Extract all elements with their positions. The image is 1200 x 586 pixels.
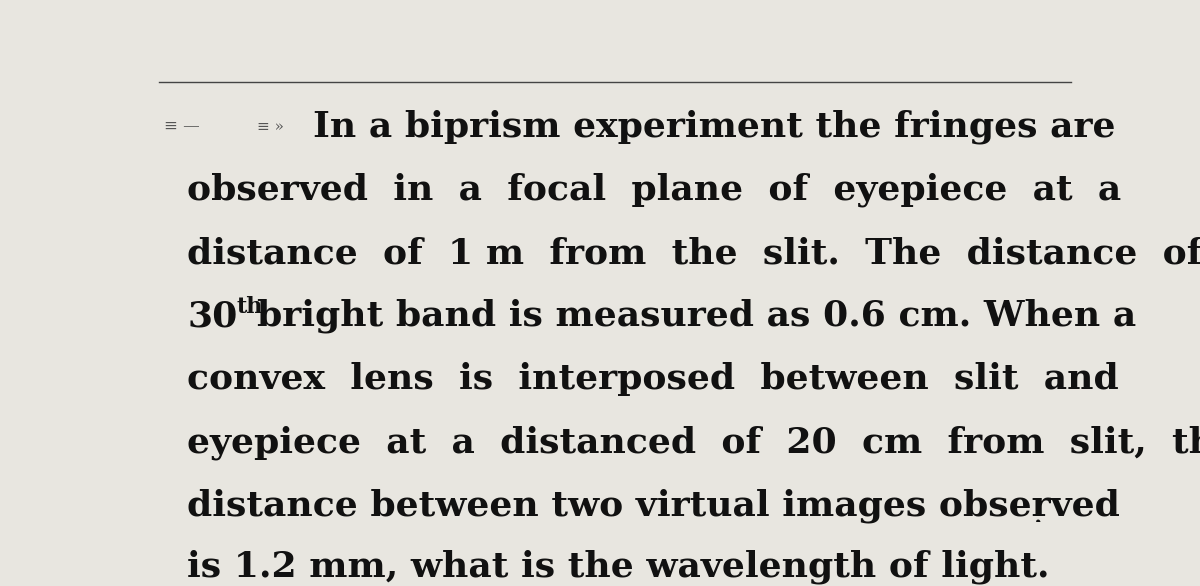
- Text: In a biprism experiment the fringes are: In a biprism experiment the fringes are: [313, 110, 1115, 144]
- Text: distance  of  1 m  from  the  slit.  The  distance  of: distance of 1 m from the slit. The dista…: [187, 236, 1200, 270]
- Text: 30: 30: [187, 299, 238, 333]
- Text: eyepiece  at  a  distanced  of  20  cm  from  slit,  the: eyepiece at a distanced of 20 cm from sl…: [187, 425, 1200, 460]
- Text: ≡ —: ≡ —: [164, 118, 199, 135]
- Text: ≡ »: ≡ »: [257, 120, 284, 134]
- Text: convex  lens  is  interposed  between  slit  and: convex lens is interposed between slit a…: [187, 362, 1118, 396]
- Text: distance between two virtual images observed: distance between two virtual images obse…: [187, 489, 1120, 523]
- Text: th: th: [236, 296, 263, 318]
- Text: is 1.2 mm, what is the wavelength of light.: is 1.2 mm, what is the wavelength of lig…: [187, 550, 1050, 584]
- Text: observed  in  a  focal  plane  of  eyepiece  at  a: observed in a focal plane of eyepiece at…: [187, 173, 1122, 207]
- Text: bright band is measured as 0.6 cm. When a: bright band is measured as 0.6 cm. When …: [257, 299, 1136, 333]
